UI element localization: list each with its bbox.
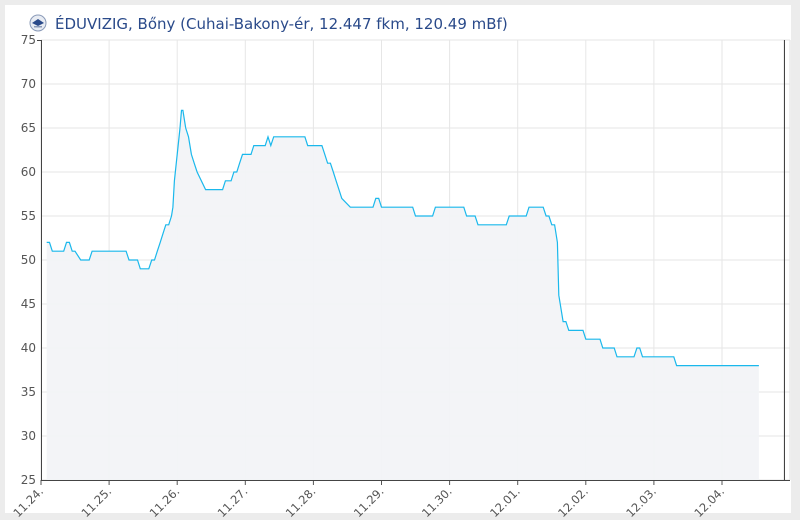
chart-title: ÉDUVIZIG, Bőny (Cuhai-Bakony-ér, 12.447 … xyxy=(55,15,508,33)
series-area xyxy=(46,110,759,481)
y-tick-label: 55 xyxy=(21,209,36,223)
y-tick-label: 40 xyxy=(21,341,36,355)
y-tick-label: 75 xyxy=(21,33,36,47)
x-tick-label: 11.28. xyxy=(283,484,319,520)
x-tick-label: 12.04. xyxy=(691,484,727,520)
series-line xyxy=(46,109,759,367)
x-tick-label: 12.01. xyxy=(487,484,523,520)
x-tick-label: 11.25. xyxy=(78,484,114,520)
y-tick-label: 35 xyxy=(21,385,36,399)
eduvizig-logo-icon xyxy=(29,14,47,32)
y-tick-label: 65 xyxy=(21,121,36,135)
x-tick-label: 11.29. xyxy=(351,484,387,520)
y-tick-label: 30 xyxy=(21,429,36,443)
x-tick-label: 11.27. xyxy=(215,484,251,520)
y-tick-label: 45 xyxy=(21,297,36,311)
y-tick-label: 25 xyxy=(21,473,36,487)
x-tick-label: 11.24. xyxy=(10,484,46,520)
y-tick-label: 60 xyxy=(21,165,36,179)
y-tick-label: 50 xyxy=(21,253,36,267)
x-tick-label: 12.02. xyxy=(555,484,591,520)
x-tick-label: 11.30. xyxy=(419,484,455,520)
y-tick-label: 70 xyxy=(21,77,36,91)
x-tick-label: 12.03. xyxy=(623,484,659,520)
x-tick-label: 11.26. xyxy=(147,484,183,520)
